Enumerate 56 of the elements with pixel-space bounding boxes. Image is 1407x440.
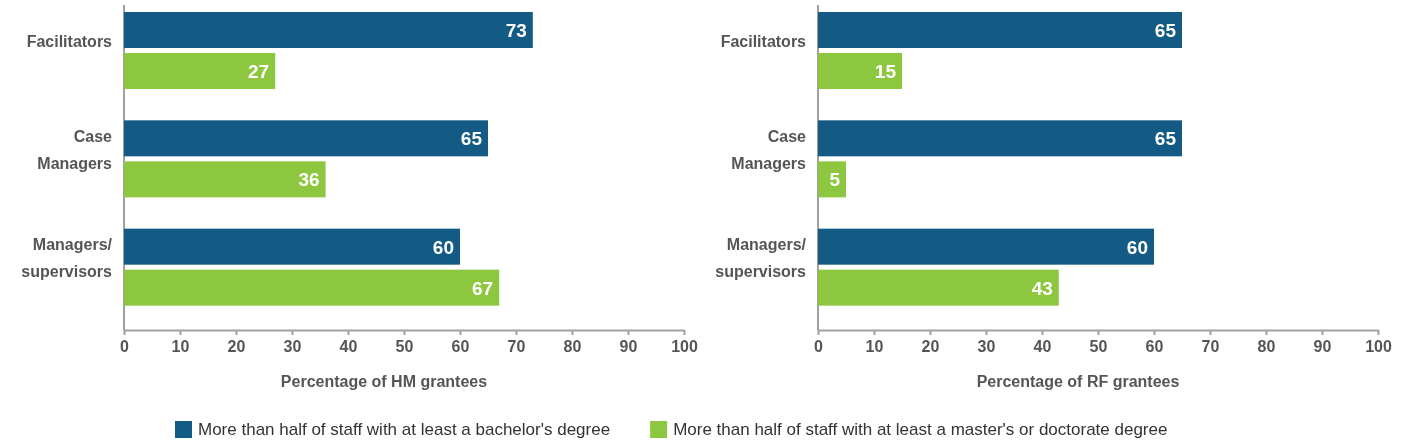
x-tick-label: 60 [1145,338,1164,356]
y-tick-label: Facilitators [720,33,807,51]
data-label: 60 [1126,236,1148,258]
x-axis-title: Percentage of RF grantees [976,373,1180,390]
x-tick-label: 40 [1033,338,1052,356]
data-label: 15 [874,61,897,82]
data-label: 43 [1031,277,1053,299]
data-label: 36 [298,169,320,191]
x-tick-label: 50 [395,338,414,356]
bar [124,161,326,198]
data-label: 27 [248,61,270,82]
x-tick-label: 30 [283,338,302,356]
bar [818,12,1182,48]
data-label: 5 [829,169,841,191]
y-tick-label: Managers/supervisors [21,236,113,281]
x-tick-label: 0 [120,338,130,356]
x-tick-label: 80 [1257,338,1276,356]
x-tick-label: 70 [1201,338,1220,356]
x-tick-label: 90 [619,338,638,356]
data-label: 65 [460,128,483,150]
bar [818,161,846,198]
bar [818,228,1154,265]
x-tick-label: 0 [814,338,824,356]
x-tick-label: 70 [507,338,526,356]
bar [818,53,902,89]
data-label: 60 [432,236,454,258]
data-label: 73 [505,20,527,41]
x-tick-label: 100 [1365,338,1392,356]
y-tick-label: Managers/supervisors [715,236,807,281]
bar [818,269,1059,306]
x-tick-label: 60 [451,338,470,356]
bar [818,120,1182,157]
x-tick-label: 30 [977,338,996,356]
data-label: 67 [472,277,494,299]
bar [124,269,500,306]
bar [124,53,276,89]
x-tick-label: 80 [563,338,582,356]
x-tick-label: 50 [1089,338,1108,356]
x-tick-label: 10 [865,338,884,356]
x-tick-label: 20 [227,338,246,356]
y-tick-label: Case Managers [37,128,113,172]
bar [124,120,488,157]
data-label: 65 [1154,128,1177,150]
x-tick-label: 100 [671,338,698,356]
x-tick-label: 90 [1313,338,1332,356]
y-tick-label: Case Managers [731,128,807,172]
y-tick-label: Facilitators [26,33,113,51]
bar [124,228,460,265]
legend-label: More than half of staff with at least a bachelor's degree [198,420,611,439]
x-axis-title: Percentage of HM grantees [280,373,488,390]
x-tick-label: 40 [339,338,358,356]
legend-label: More than half of staff with at least a master's or doctorate degree [673,420,1168,439]
x-tick-label: 10 [171,338,190,356]
data-label: 65 [1154,20,1177,41]
bar [124,12,533,48]
x-tick-label: 20 [921,338,940,356]
